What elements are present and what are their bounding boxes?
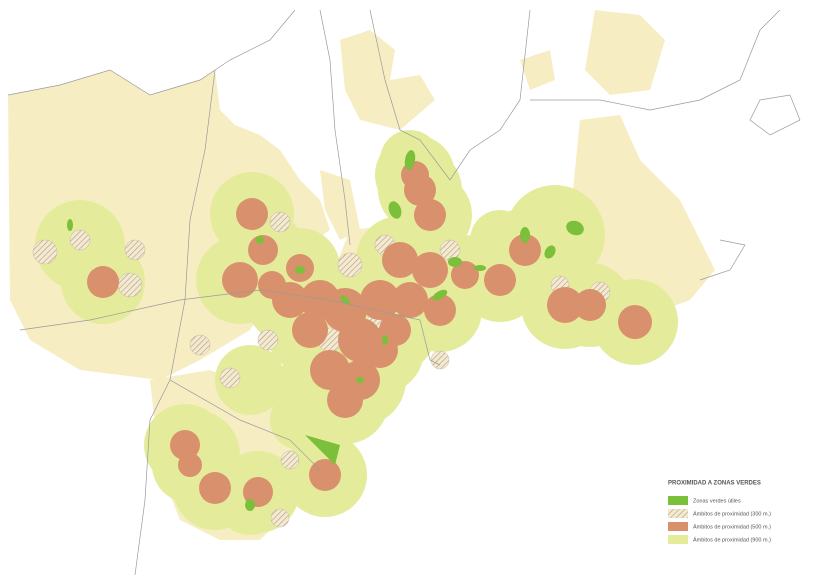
proximity-900m [215, 345, 285, 415]
proximity-500m [292, 312, 328, 348]
urban-area [585, 10, 665, 95]
green-area [356, 377, 364, 383]
proximity-900m [270, 390, 330, 450]
green-area [388, 201, 402, 219]
proximity-500m [424, 294, 456, 326]
proximity-500m [327, 382, 363, 418]
green-area [520, 227, 530, 243]
proximity-500m [618, 305, 652, 339]
proximity-500m [451, 261, 479, 289]
green-area [432, 289, 448, 301]
legend-swatch [668, 522, 688, 531]
proximity-500m [222, 262, 258, 298]
proximity-300m [117, 272, 143, 298]
proximity-500m [87, 266, 119, 298]
border [369, 9, 531, 181]
green-area [67, 219, 73, 231]
legend-label: Ámbitos de proximidad (500 m.) [693, 523, 771, 530]
proximity-500m [574, 289, 606, 321]
proximity-300m [439, 239, 461, 261]
urban-area [340, 30, 435, 130]
green-areas [67, 150, 584, 511]
border [749, 94, 801, 136]
green-area [566, 220, 584, 236]
legend-swatch [668, 509, 688, 518]
legend-title: PROXIMIDAD A ZONAS VERDES [668, 481, 761, 487]
legend-swatch [668, 535, 688, 544]
proximity-300m [257, 329, 279, 351]
proximity-500m [484, 264, 516, 296]
proximity-500m [272, 282, 308, 318]
green-area [340, 295, 350, 305]
proximity-500m [509, 234, 541, 266]
green-area [245, 499, 255, 511]
proximity-500m [248, 235, 278, 265]
proximity-500m [412, 252, 448, 288]
proximity-300m [280, 450, 300, 470]
proximity-500m [236, 198, 268, 230]
green-area [382, 335, 388, 345]
border [7, 9, 296, 96]
proximity-500m [547, 287, 583, 323]
proximity-300m [32, 239, 58, 265]
legend-label: Zonas verdes útiles [693, 498, 741, 504]
proximity-500m [170, 430, 200, 460]
green-area [404, 150, 416, 170]
proximity-500m [382, 242, 418, 278]
proximity-300m [219, 367, 241, 389]
border [134, 69, 216, 576]
urban-area [570, 115, 715, 315]
proximity-300m [269, 211, 291, 233]
border [169, 379, 321, 471]
green-area [544, 245, 556, 259]
proximity-300m [189, 334, 211, 356]
proximity-500m [392, 282, 428, 318]
border [699, 239, 746, 281]
proximity-300m [69, 229, 91, 251]
green-area [295, 266, 305, 274]
proximity-300m [430, 350, 450, 370]
green-area [448, 257, 462, 267]
proximity-300m [124, 239, 146, 261]
green-area [305, 435, 340, 465]
border [319, 9, 351, 246]
proximity-500m [199, 472, 231, 504]
border [530, 9, 781, 111]
green-area [256, 236, 264, 244]
legend: PROXIMIDAD A ZONAS VERDES Zonas verdes ú… [668, 481, 771, 544]
border [19, 289, 441, 366]
proximity-500m [87, 161, 652, 507]
legend-label: Ámbitos de proximidad (300 m.) [693, 510, 771, 517]
proximity-500m [178, 453, 202, 477]
proximity-300m [337, 252, 363, 278]
legend-label: Ámbitos de proximidad (900 m.) [693, 536, 771, 543]
proximity-500m [414, 199, 446, 231]
proximity-500m [360, 280, 400, 320]
urban-area [520, 50, 555, 90]
proximity-300m [270, 508, 290, 528]
urban-area [320, 170, 360, 240]
legend-swatch [668, 496, 688, 505]
district-borders [7, 9, 801, 576]
green-area [474, 265, 486, 271]
